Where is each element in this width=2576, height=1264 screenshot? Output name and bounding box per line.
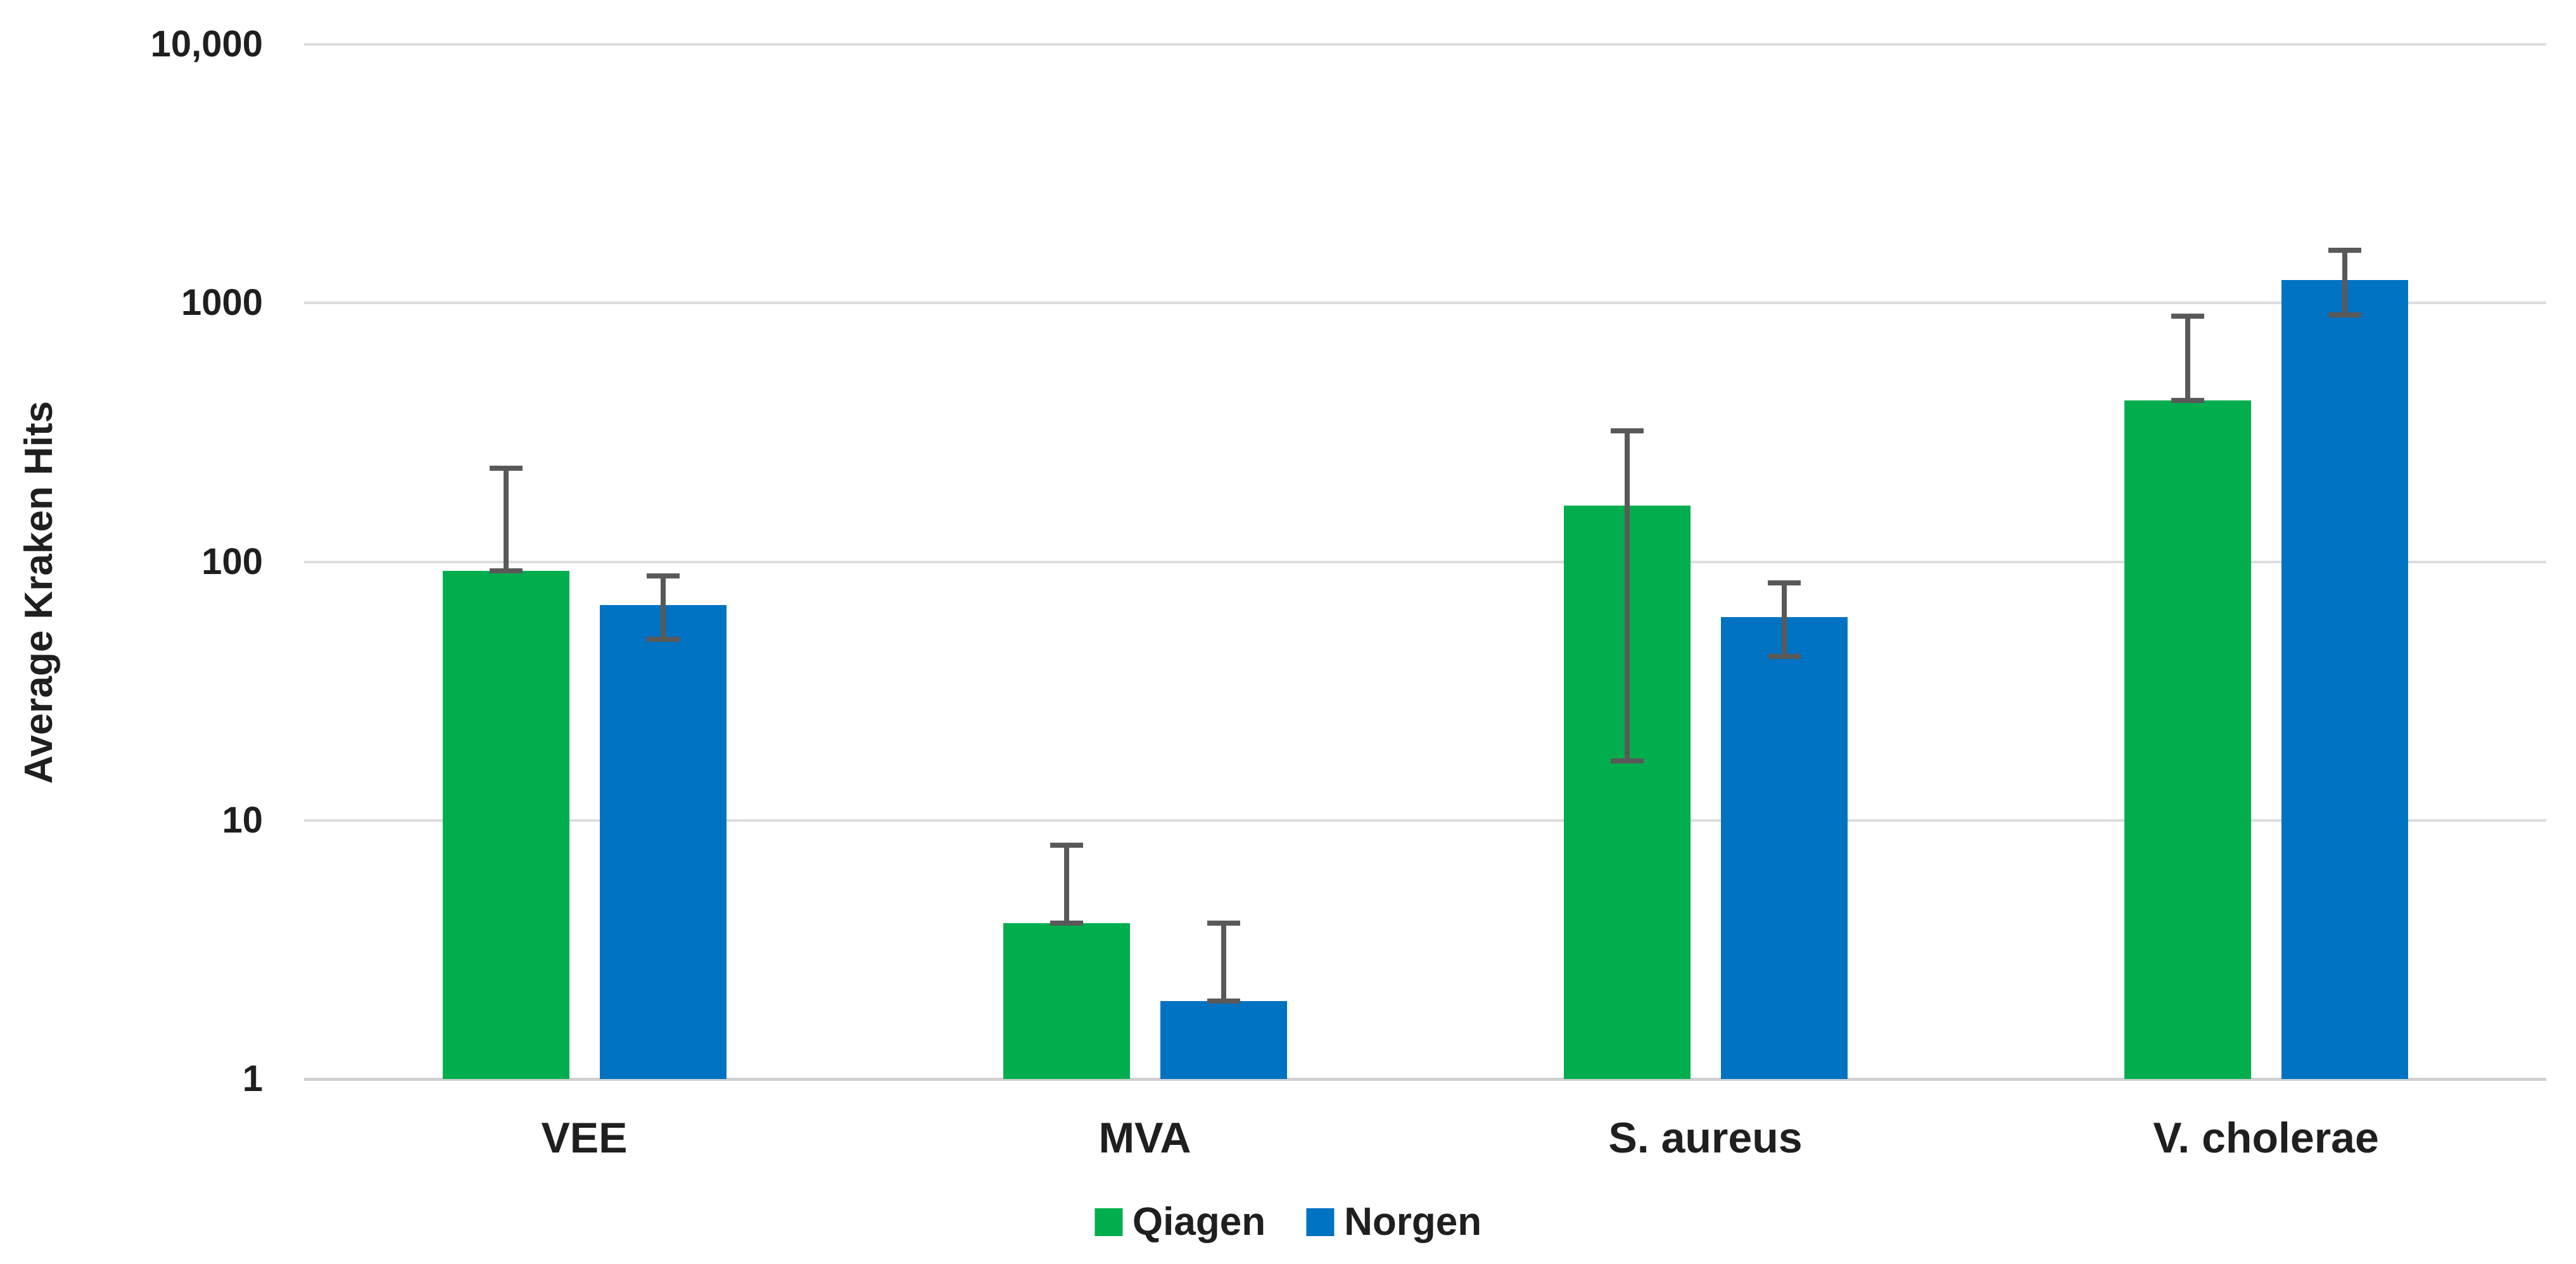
error-bar-cap-bottom — [489, 568, 523, 574]
error-bar-cap-top — [2171, 313, 2204, 319]
error-bar-cap-bottom — [1050, 921, 1083, 926]
error-bar-stem — [1781, 582, 1787, 657]
bar-norgen-saureus — [1720, 617, 1848, 1079]
error-bar-cap-top — [1767, 580, 1801, 585]
legend: Qiagen Norgen — [1094, 1203, 1482, 1242]
y-tick-label: 10 — [222, 799, 263, 841]
bar-qiagen-vee — [442, 571, 569, 1079]
gridline-10000 — [304, 43, 2546, 46]
x-category-label-saureus: S. aureus — [1608, 1114, 1803, 1162]
legend-swatch-norgen-icon — [1306, 1208, 1335, 1236]
bar-norgen-mva — [1160, 1001, 1287, 1079]
error-bar-stem — [2185, 316, 2190, 401]
error-bar-stem — [503, 468, 509, 571]
gridline-10 — [304, 819, 2546, 822]
y-axis-title: Average Kraken Hits — [17, 400, 61, 784]
x-category-label-vcholerae: V. cholerae — [2153, 1114, 2379, 1162]
legend-item-qiagen: Qiagen — [1094, 1203, 1266, 1242]
error-bar-cap-top — [1610, 428, 1644, 434]
error-bar-stem — [1624, 431, 1630, 761]
legend-swatch-qiagen-icon — [1094, 1208, 1122, 1236]
error-bar-cap-bottom — [646, 637, 680, 642]
gridline-100 — [304, 560, 2546, 563]
legend-item-norgen: Norgen — [1306, 1203, 1482, 1242]
error-bar-cap-bottom — [1610, 758, 1644, 763]
error-bar-cap-top — [2328, 247, 2361, 253]
error-bar-stem — [1063, 845, 1069, 924]
error-bar-cap-top — [646, 573, 680, 579]
bar-norgen-vcholerae — [2281, 279, 2408, 1079]
legend-label-norgen: Norgen — [1344, 1200, 1482, 1244]
bar-qiagen-vcholerae — [2124, 400, 2251, 1079]
error-bar-cap-top — [489, 465, 523, 471]
legend-label-qiagen: Qiagen — [1132, 1200, 1266, 1244]
error-bar-stem — [660, 576, 666, 640]
error-bar-cap-bottom — [1207, 999, 1240, 1004]
x-category-label-vee: VEE — [541, 1114, 628, 1162]
bar-norgen-vee — [599, 604, 726, 1079]
bar-qiagen-mva — [1003, 923, 1130, 1079]
error-bar-cap-bottom — [1767, 654, 1801, 660]
gridline-1000 — [304, 302, 2546, 305]
error-bar-cap-bottom — [2171, 398, 2204, 404]
error-bar-cap-top — [1207, 921, 1240, 926]
y-tick-label: 1000 — [181, 282, 263, 324]
error-bar-stem — [1221, 923, 1226, 1002]
error-bar-cap-bottom — [2328, 312, 2361, 317]
x-category-label-mva: MVA — [1098, 1114, 1191, 1162]
error-bar-cap-top — [1050, 843, 1083, 848]
y-tick-label: 100 — [201, 540, 263, 582]
x-axis-line — [304, 1078, 2546, 1081]
y-tick-label: 1 — [242, 1058, 263, 1099]
error-bar-stem — [2342, 250, 2347, 315]
y-tick-label: 10,000 — [150, 23, 263, 65]
